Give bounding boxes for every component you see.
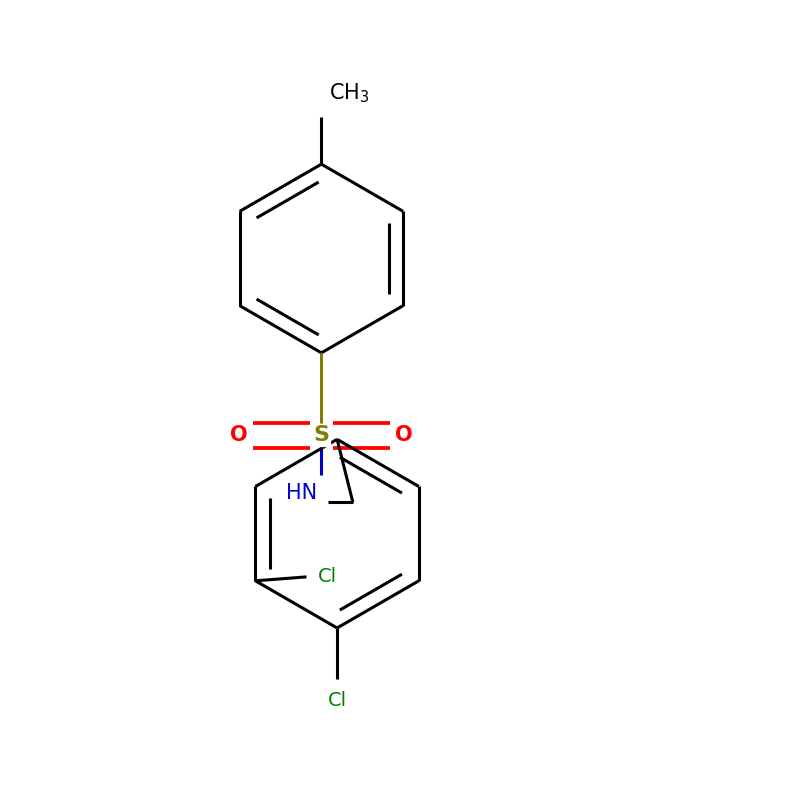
Text: S: S	[314, 426, 330, 446]
Text: CH$_3$: CH$_3$	[330, 82, 370, 106]
Text: Cl: Cl	[318, 567, 338, 586]
Text: O: O	[395, 426, 413, 446]
Text: Cl: Cl	[327, 691, 346, 710]
Text: HN: HN	[286, 482, 318, 502]
Text: O: O	[230, 426, 248, 446]
